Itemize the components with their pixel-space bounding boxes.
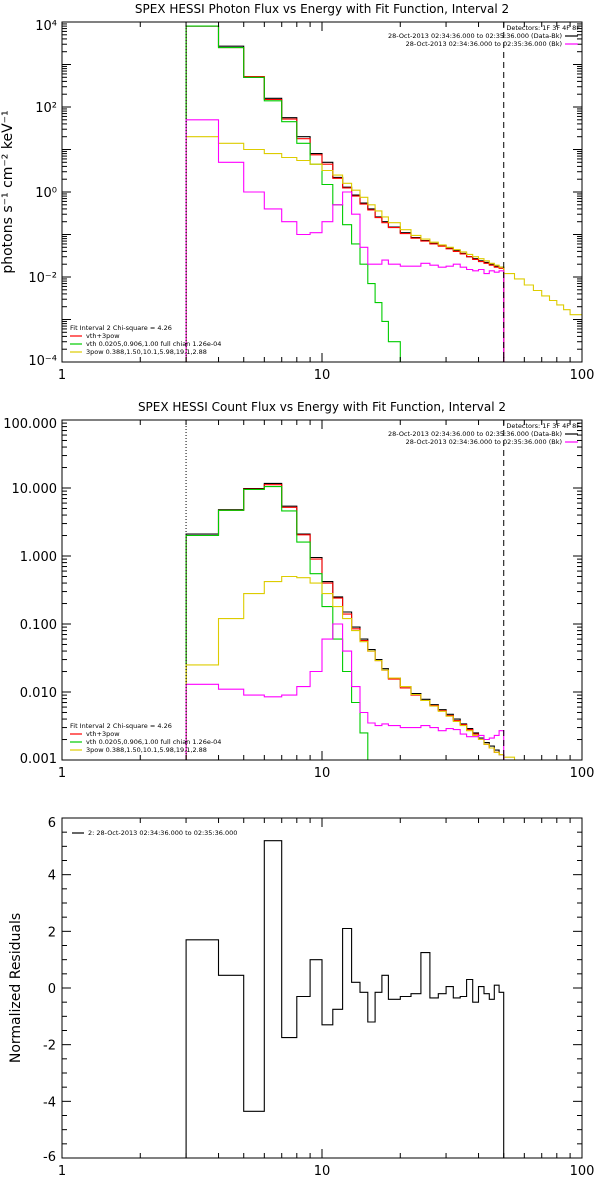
chart-0-legend-header: Detectors: 1F 3F 4F 8F xyxy=(506,24,580,32)
chart-0-fit-item: vth+3pow xyxy=(86,332,120,340)
chart-1-title: SPEX HESSI Count Flux vs Energy with Fit… xyxy=(138,400,506,414)
chart-1-ytick-label: 0.001 xyxy=(20,752,57,767)
chart-0-fit-item: vth 0.0205,0.906,1.00 full chian 1.26e-0… xyxy=(86,340,221,348)
chart-2-ytick-label: 0 xyxy=(48,982,56,997)
chart-2-legend-item: 2: 28-Oct-2013 02:34:36.000 to 02:35:36.… xyxy=(88,829,237,837)
chart-1-ytick-label: 100.000 xyxy=(3,417,57,432)
chart-2-ytick-label: 6 xyxy=(48,816,56,831)
chart-0-legend-top-item: 28-Oct-2013 02:34:36.000 to 02:35:36.000… xyxy=(388,32,562,40)
chart-1-ytick-label: 0.100 xyxy=(20,618,57,633)
chart-0-xtick-label: 1 xyxy=(58,368,66,383)
chart-1-series-2 xyxy=(185,486,376,760)
chart-0-xtick-label: 10 xyxy=(314,368,331,383)
chart-0-fit-header: Fit Interval 2 Chi-square = 4.26 xyxy=(70,324,172,332)
chart-2-ytick-label: 4 xyxy=(48,869,56,884)
chart-0-ytick-label: 10⁴ xyxy=(35,19,57,34)
chart-1-xtick-label: 1 xyxy=(58,766,66,781)
chart-1-xtick-label: 100 xyxy=(570,766,595,781)
chart-1-fit-item: 3pow 0.388,1.50,10.1,5.98,19.1,2.88 xyxy=(86,746,207,754)
chart-1-series-3 xyxy=(185,575,557,760)
chart-1-ytick-label: 0.010 xyxy=(20,686,57,701)
chart-1-series-0 xyxy=(185,482,505,760)
chart-0-ytick-label: 10⁻⁴ xyxy=(28,354,57,369)
chart-1-series-4 xyxy=(185,623,505,760)
chart-1-xtick-label: 10 xyxy=(314,766,331,781)
chart-1-legend-top-item: 28-Oct-2013 02:34:36.000 to 02:35:36.000… xyxy=(406,438,562,446)
chart-1-ytick-label: 1.000 xyxy=(20,550,57,565)
chart-2-xtick-label: 10 xyxy=(314,1164,331,1179)
chart-1-ytick-label: 10.000 xyxy=(12,482,58,497)
chart-2-ylabel: Normalized Residuals xyxy=(8,913,24,1063)
chart-0-ylabel: photons s⁻¹ cm⁻² keV⁻¹ xyxy=(0,110,16,273)
chart-1-legend-top-item: 28-Oct-2013 02:34:36.000 to 02:35:36.000… xyxy=(388,430,562,438)
chart-1-fit-item: vth 0.0205,0.906,1.00 full chian 1.26e-0… xyxy=(86,738,221,746)
chart-1-fit-item: vth+3pow xyxy=(86,730,120,738)
chart-0-title: SPEX HESSI Photon Flux vs Energy with Fi… xyxy=(135,2,509,16)
chart-2-ytick-label: -6 xyxy=(43,1150,56,1165)
chart-0-series-3 xyxy=(185,136,582,362)
chart-2-ytick-label: 2 xyxy=(48,925,56,940)
chart-1-fit-header: Fit Interval 2 Chi-square = 4.26 xyxy=(70,722,172,730)
chart-0-series-2 xyxy=(185,25,411,362)
chart-0-series-0 xyxy=(185,25,505,362)
chart-0-ytick-label: 10⁰ xyxy=(35,186,57,201)
chart-0-series-4 xyxy=(185,119,505,362)
chart-1-legend-header: Detectors: 1F 3F 4F 8F xyxy=(506,422,580,430)
chart-2-xtick-label: 1 xyxy=(58,1164,66,1179)
chart-2-xtick-label: 100 xyxy=(570,1164,595,1179)
chart-2-ytick-label: -4 xyxy=(43,1095,56,1110)
chart-0-series-1 xyxy=(185,25,505,362)
chart-2-series-0 xyxy=(185,840,505,1158)
chart-0-fit-item: 3pow 0.388,1.50,10.1,5.98,19.1,2.88 xyxy=(86,348,207,356)
chart-2-ytick-label: -2 xyxy=(43,1039,56,1054)
chart-0-legend-top-item: 28-Oct-2013 02:34:36.000 to 02:35:36.000… xyxy=(406,40,562,48)
chart-0-ytick-label: 10² xyxy=(35,101,57,116)
chart-0-xtick-label: 100 xyxy=(570,368,595,383)
chart-0-ytick-label: 10⁻² xyxy=(28,271,57,286)
